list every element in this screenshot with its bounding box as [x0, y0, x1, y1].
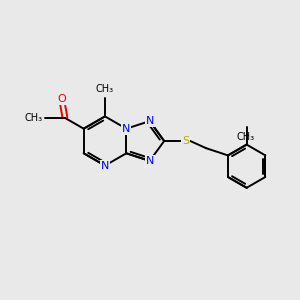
Text: N: N: [101, 160, 109, 171]
Text: O: O: [58, 94, 66, 104]
Text: S: S: [182, 136, 189, 146]
Text: CH₃: CH₃: [96, 85, 114, 94]
Text: N: N: [146, 116, 154, 126]
Text: N: N: [122, 124, 130, 134]
Text: CH₃: CH₃: [236, 132, 254, 142]
Text: CH₃: CH₃: [25, 113, 43, 123]
Text: N: N: [146, 156, 154, 166]
